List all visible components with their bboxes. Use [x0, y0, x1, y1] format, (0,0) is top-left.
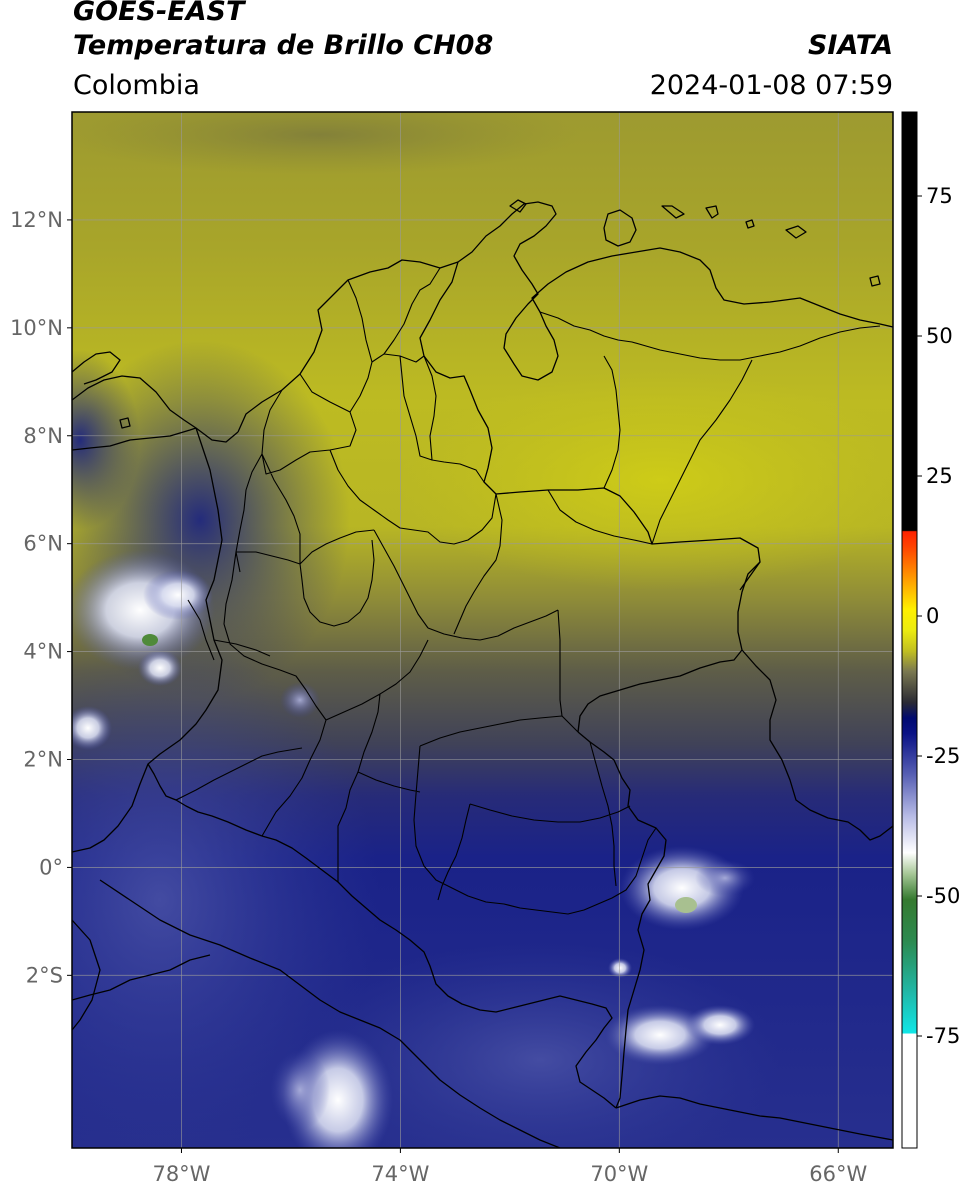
island-small-3 [509, 199, 527, 213]
lat-tick-label: 12°N [10, 208, 63, 232]
colombia-brazil-border [577, 731, 667, 1109]
cold-region-west [72, 350, 140, 530]
lat-tick-label: 2°S [26, 963, 63, 987]
longitude-axis: 78°W 74°W 70°W 66°W [152, 1148, 867, 1186]
department-boundaries [175, 267, 657, 915]
colorbar-tick-label: -50 [926, 884, 960, 908]
colombia-peru-border [261, 835, 617, 1109]
ecuador-peru-border [99, 879, 561, 1148]
lon-tick-label: 66°W [809, 1162, 867, 1186]
convective-cell-ecuador-2 [270, 1050, 330, 1130]
lat-tick-label: 8°N [23, 424, 63, 448]
coastlines-and-borders [72, 199, 893, 1148]
convective-cell-amazon-2 [695, 860, 755, 896]
coldest-spot-amazon [675, 897, 697, 913]
lat-tick-label: 4°N [23, 640, 63, 664]
ecuador-coast [72, 919, 101, 1031]
warm-region-llanos [400, 370, 893, 590]
island-margarita [785, 225, 807, 239]
region-label: Colombia [73, 70, 200, 101]
latitude-axis: 12°N 10°N 8°N 6°N 4°N 2°N 0° 2°S [10, 208, 72, 987]
map-panel [72, 112, 893, 1148]
colorbar: 75 50 25 0 -25 -50 -75 [901, 111, 960, 1149]
island-small-2 [745, 219, 755, 229]
lon-tick-label: 78°W [152, 1162, 210, 1186]
convective-cell-small [608, 958, 632, 978]
panama-land-detail [72, 351, 121, 385]
lat-tick-label: 10°N [10, 316, 63, 340]
panama-coast-south [72, 427, 197, 451]
lon-tick-label: 70°W [590, 1162, 648, 1186]
convective-cell-coast [72, 706, 112, 750]
cold-region-southwest [72, 640, 380, 1148]
lat-tick-label: 6°N [23, 532, 63, 556]
ecuador-inner-line [72, 954, 211, 1001]
brazil-peru-border [615, 1095, 893, 1141]
colorbar-ticks: 75 50 25 0 -25 -50 -75 [917, 184, 960, 1048]
colorbar-tick-label: 25 [926, 464, 953, 488]
pacific-coastline [72, 375, 239, 443]
island-small-1 [869, 275, 881, 287]
colorbar-tick-label: -75 [926, 1024, 960, 1048]
colombia-ecuador-border [147, 763, 263, 837]
colorbar-tick-label: 0 [926, 604, 939, 628]
datetime-label: 2024-01-08 07:59 [649, 70, 893, 101]
venezuela-state-boundaries [539, 311, 881, 545]
colorbar-tick-label: 75 [926, 184, 953, 208]
island-panama-1 [119, 417, 131, 429]
colorbar-frame [901, 111, 918, 1149]
colorbar-tick-label: 50 [926, 324, 953, 348]
colombia-pacific-coast [72, 427, 223, 853]
product-title: Temperatura de Brillo CH08 [73, 30, 494, 61]
satellite-title: GOES-EAST [73, 0, 245, 27]
colorbar-tick-label: -25 [926, 744, 960, 768]
organization-label: SIATA [807, 30, 893, 61]
venezuela-interior-east [739, 561, 761, 591]
coldest-spot-pacific [142, 634, 158, 646]
venezuela-brazil-border [741, 649, 893, 841]
colorbar-gradient [902, 112, 917, 1148]
map-frame [71, 111, 894, 1149]
convective-cell-cauca [280, 682, 320, 718]
colombia-venezuela-border [419, 261, 761, 733]
lat-tick-label: 2°N [23, 748, 63, 772]
island-bonaire [705, 205, 719, 219]
convective-cell-southeast-2 [685, 1005, 755, 1045]
convective-cell-pacific-2 [143, 570, 213, 620]
dry-region-north [72, 112, 580, 175]
convective-cell-pacific-3 [138, 650, 182, 686]
graticule [72, 112, 893, 1148]
island-aruba [603, 209, 637, 247]
caribbean-coastline [237, 201, 893, 433]
lon-tick-label: 74°W [371, 1162, 429, 1186]
island-curacao [661, 205, 685, 219]
lat-tick-label: 0° [39, 855, 63, 879]
